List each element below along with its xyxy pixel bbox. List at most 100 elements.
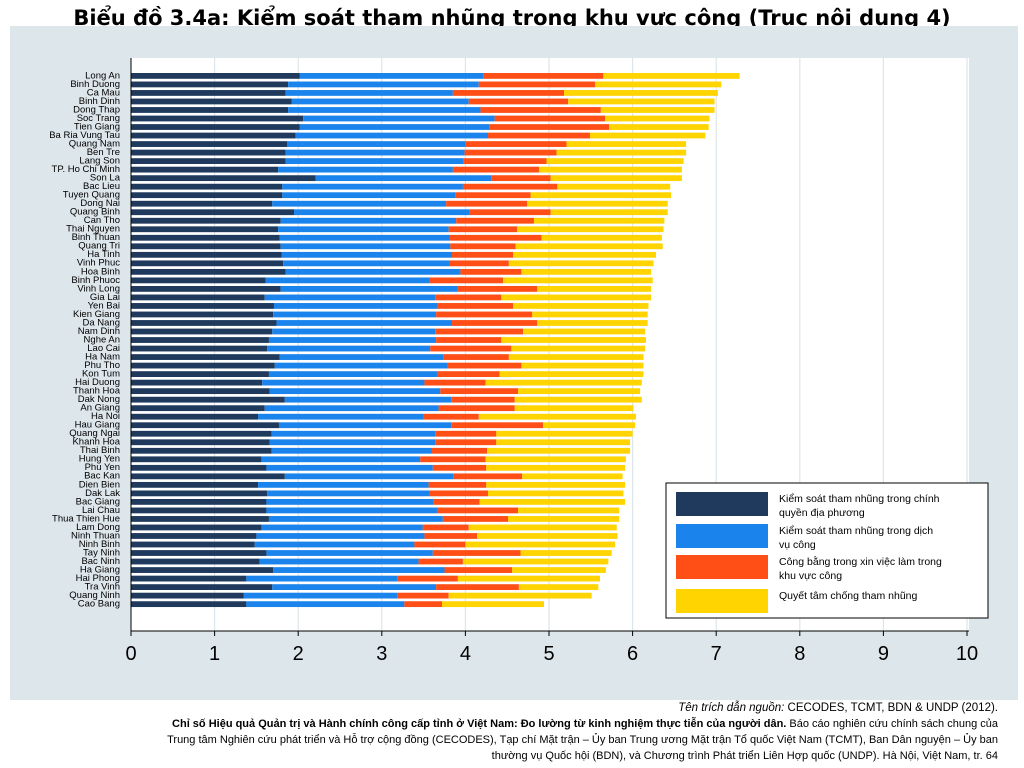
category-label: Bac Giang	[76, 496, 120, 507]
bar-segment	[397, 592, 449, 599]
category-label: Vinh Long	[77, 283, 120, 294]
bar-segment	[291, 98, 469, 105]
bar-segment	[456, 217, 534, 224]
category-label: Can Tho	[84, 215, 120, 226]
x-axis: 0 1 2 3 4 5 6 7 8 9 10	[125, 58, 978, 665]
bar-segment	[423, 413, 479, 420]
bar-segment	[131, 149, 286, 156]
bar-segment	[131, 490, 268, 497]
bar-segment	[278, 422, 452, 429]
bar-segment	[503, 277, 653, 284]
bar-segment	[436, 337, 502, 343]
bar-segment	[284, 473, 454, 480]
bar-segment	[508, 260, 654, 267]
bar-segment	[131, 362, 275, 369]
legend: Kiểm soát tham nhũng trong chính quyền đị…	[665, 482, 989, 619]
bar-segment	[131, 550, 267, 556]
x-tick-label: 0	[125, 643, 136, 665]
bar-segment	[443, 354, 509, 360]
bar-segment	[440, 388, 519, 395]
bar-segment	[131, 439, 270, 446]
bar-segment	[462, 183, 558, 190]
category-label: Tra Vinh	[85, 582, 120, 593]
bar-segment	[279, 234, 450, 241]
bar-segment	[131, 226, 279, 233]
bar-segment	[435, 430, 497, 437]
bar-segment	[546, 158, 684, 164]
category-label: Ha Nam	[85, 351, 120, 362]
bar-segment	[566, 141, 687, 147]
bar-segment	[131, 516, 269, 522]
bar-segment	[436, 303, 514, 309]
bar-segment	[131, 464, 267, 471]
bar-segment	[259, 558, 419, 565]
bar-segment	[256, 533, 425, 539]
bar-segment	[276, 320, 453, 326]
bar-segment	[431, 447, 488, 454]
legend-label: Công bằng trong xin việc làm trong khu vự…	[779, 555, 942, 582]
bar-segment	[556, 149, 687, 156]
bar-segment	[131, 209, 295, 216]
bar-segment	[508, 516, 620, 522]
category-label: Lai Chau	[82, 505, 120, 516]
bar-segment	[486, 464, 626, 471]
bar-segment	[436, 507, 519, 514]
bar-segment	[131, 251, 282, 258]
bar-segment	[444, 567, 513, 573]
bar-segment	[285, 149, 465, 156]
bar-segment	[487, 132, 590, 139]
category-label: Tien Giang	[74, 121, 120, 132]
bar-segment	[131, 311, 274, 318]
category-label: Tuyen Quang	[63, 190, 120, 201]
bar-segment	[485, 456, 626, 463]
bar-segment	[494, 115, 606, 122]
bar-segment	[131, 124, 300, 130]
source-line4: thường vụ Quốc hội (BDN), và Chương trìn…	[491, 750, 998, 762]
chart-area: Long An Binh Duong Ca Mau Binh Dinh Dong Tha…	[10, 26, 1018, 700]
bar-segment	[295, 132, 488, 139]
bar-segment	[550, 209, 668, 216]
bar-segment	[455, 192, 531, 199]
category-label: Bac Kan	[84, 471, 120, 482]
bar-segment	[449, 260, 509, 267]
bar-segment	[315, 175, 492, 182]
bar-segment	[131, 320, 277, 326]
bar-segment	[513, 251, 657, 258]
bar-segment	[131, 243, 281, 250]
bar-segment	[266, 499, 434, 505]
bar-segment	[284, 396, 452, 403]
bar-segment	[564, 90, 718, 96]
category-label: Bac Ninh	[81, 556, 120, 567]
category-label: Dak Lak	[85, 488, 120, 499]
bar-segment	[460, 268, 522, 275]
bar-segment	[131, 481, 259, 488]
bar-segment	[261, 456, 421, 463]
bar-segment	[438, 405, 515, 412]
bar-segment	[131, 328, 273, 335]
bar-segment	[268, 516, 443, 522]
bar-segment	[131, 294, 265, 301]
category-label: Son La	[90, 173, 121, 184]
bar-segment	[446, 200, 528, 207]
bar-segment	[131, 175, 316, 182]
source-line3: Trung tâm Nghiên cứu phát triển và Hỗ tr…	[167, 734, 998, 746]
bar-segment	[288, 107, 481, 113]
bar-segment	[282, 192, 456, 199]
bar-segment	[511, 345, 646, 352]
bar-segment	[131, 303, 274, 309]
category-label: Lang Son	[79, 156, 120, 167]
bar-segment	[521, 268, 651, 275]
category-label: Phu Yen	[85, 462, 120, 473]
bar-segment	[448, 226, 518, 233]
bar-segment	[282, 183, 463, 190]
bar-segment	[268, 371, 437, 377]
bar-segment	[430, 345, 512, 352]
category-label: Kien Giang	[73, 309, 120, 320]
bar-segment	[512, 567, 606, 573]
bar-segment	[262, 379, 425, 386]
bar-segment	[538, 166, 682, 173]
bar-segment	[131, 430, 272, 437]
x-tick-label: 9	[878, 643, 889, 665]
x-tick-label: 1	[209, 643, 220, 665]
bar-segment	[299, 73, 484, 79]
